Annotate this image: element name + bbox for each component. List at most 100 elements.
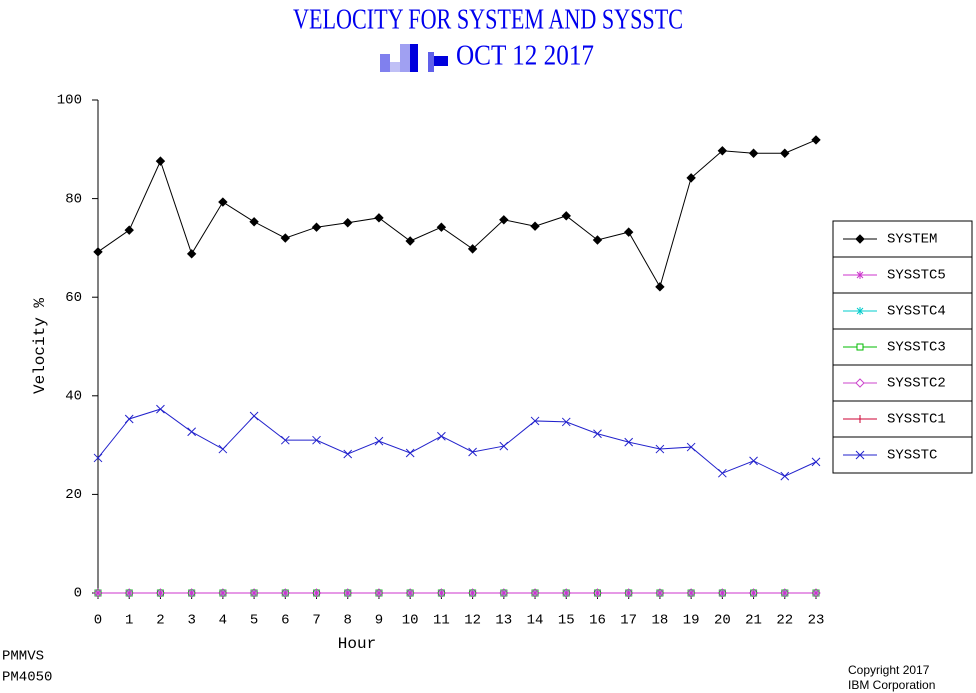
series-line [97,139,817,289]
x-tick-label: 21 [745,613,762,629]
series [93,404,821,481]
data-point [281,589,290,597]
data-point [468,447,477,457]
data-point [593,429,602,439]
data-point [155,156,166,166]
data-point [156,589,165,597]
x-tick-label: 0 [94,613,102,629]
legend-marker [855,378,865,388]
x-tick-label: 19 [683,613,700,629]
data-point [343,449,353,459]
chart-title: VELOCITY FOR SYSTEM AND SYSSTC [293,4,683,35]
y-tick-label: 20 [65,487,82,503]
data-point [718,589,727,597]
data-point [749,589,758,597]
legend-marker [856,343,864,351]
legend-label: SYSSTC [887,448,937,464]
data-point [561,211,571,221]
data-point [467,244,478,254]
data-point [780,148,790,158]
legend-marker [856,307,864,315]
data-point [748,148,759,158]
series-line [97,408,817,477]
data-point [655,282,665,292]
legend-marker [855,450,865,460]
x-tick-label: 10 [402,613,419,629]
y-tick-label: 40 [65,389,82,405]
footer-left: PM4050 [2,670,52,686]
series [94,589,820,597]
data-point [530,416,540,426]
x-tick-label: 13 [495,613,512,629]
data-point [562,589,571,597]
data-point [530,221,540,231]
legend-marker [856,271,864,279]
data-point [280,435,290,445]
data-point [624,437,634,447]
data-point [561,417,571,427]
x-tick-label: 22 [776,613,793,629]
legend-marker [855,234,865,244]
data-point [312,435,321,445]
x-tick-label: 2 [156,613,164,629]
x-tick-label: 17 [620,613,637,629]
legend-label: SYSSTC3 [887,340,946,356]
x-tick-label: 6 [281,613,289,629]
data-point [218,197,228,207]
legend-label: SYSSTC5 [887,268,946,284]
x-tick-label: 8 [344,613,352,629]
data-point [499,215,509,225]
legend-label: SYSSTC4 [887,304,946,320]
data-point [717,146,728,156]
x-tick-label: 3 [187,613,195,629]
data-point [94,589,102,597]
data-point [499,441,509,451]
y-axis-label: Velocity % [31,298,49,394]
x-tick-label: 14 [527,613,544,629]
data-point [717,468,727,478]
data-point [655,444,665,454]
data-point [249,411,259,421]
data-point [250,589,259,597]
data-point [499,589,508,597]
legend-label: SYSTEM [887,232,937,248]
footer-right: Copyright 2017 [848,663,930,677]
data-point [624,589,633,597]
footer-right: IBM Corporation [848,678,935,692]
y-tick-label: 80 [65,191,82,207]
data-point [437,589,446,597]
data-point [374,589,383,597]
data-point [406,589,415,597]
x-tick-label: 23 [808,613,825,629]
data-point [780,589,789,597]
data-point [686,173,696,183]
data-point [531,589,540,597]
legend-label: SYSSTC2 [887,376,946,392]
data-point [811,457,821,467]
data-point [312,589,321,597]
data-point [468,589,477,597]
data-point [623,227,634,237]
footer-left: PMMVS [2,649,44,665]
redacted-block [380,44,448,72]
y-tick-label: 100 [57,93,82,109]
x-tick-label: 1 [125,613,133,629]
data-point [687,589,696,597]
data-point [686,442,696,452]
data-point [749,456,758,466]
data-point [780,471,790,481]
data-point [187,589,196,597]
x-tick-label: 9 [375,613,383,629]
chart-subtitle: OCT 12 2017 [456,40,594,71]
legend-label: SYSSTC1 [887,412,946,428]
data-point [124,225,134,235]
data-point [374,436,384,446]
data-point [343,218,353,228]
x-tick-label: 7 [312,613,320,629]
x-tick-label: 20 [714,613,731,629]
data-point [218,589,227,597]
y-tick-label: 0 [74,586,82,602]
data-point [249,217,259,227]
data-point [811,135,821,145]
